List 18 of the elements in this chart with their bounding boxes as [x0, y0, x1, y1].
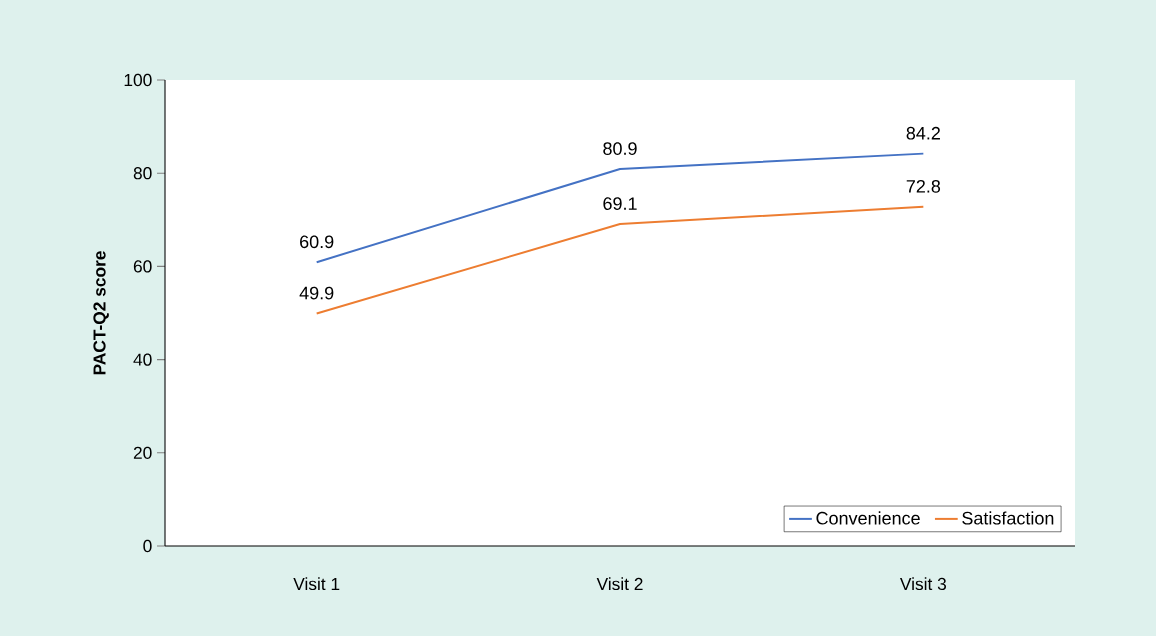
y-tick-label: 0 — [143, 539, 152, 553]
data-label: 84.2 — [906, 126, 940, 140]
legend-label: Satisfaction — [962, 511, 1054, 525]
x-tick-label: Visit 3 — [899, 577, 947, 591]
x-tick-label: Visit 2 — [596, 577, 643, 591]
x-tick-label: Visit 1 — [293, 577, 340, 591]
legend-label: Convenience — [816, 511, 920, 525]
y-tick-label: 100 — [124, 73, 152, 87]
y-axis-title: PACT-Q2 score — [93, 251, 109, 375]
data-label: 72.8 — [906, 179, 941, 193]
y-tick-label: 60 — [133, 260, 152, 273]
y-tick-label: 40 — [133, 353, 152, 366]
y-tick-label: 80 — [133, 167, 152, 180]
data-label: 80.9 — [603, 142, 637, 155]
y-tick-label: 20 — [133, 446, 152, 459]
data-label: 49.9 — [299, 286, 334, 300]
data-label: 69.1 — [603, 197, 637, 210]
data-label: 60.9 — [300, 235, 334, 249]
